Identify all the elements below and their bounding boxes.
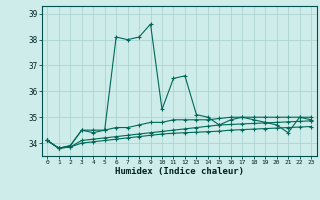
X-axis label: Humidex (Indice chaleur): Humidex (Indice chaleur) — [115, 167, 244, 176]
